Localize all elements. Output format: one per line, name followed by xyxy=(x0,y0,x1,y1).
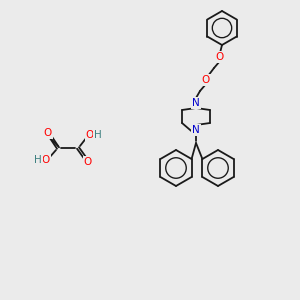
Text: O: O xyxy=(86,130,94,140)
Text: O: O xyxy=(216,52,224,62)
Text: O: O xyxy=(44,128,52,138)
Text: N: N xyxy=(192,125,200,135)
Text: H: H xyxy=(94,130,102,140)
Text: N: N xyxy=(192,98,200,108)
Text: O: O xyxy=(42,155,50,165)
Text: O: O xyxy=(84,157,92,167)
Text: H: H xyxy=(34,155,42,165)
Text: N: N xyxy=(192,98,200,108)
Text: O: O xyxy=(202,75,210,85)
